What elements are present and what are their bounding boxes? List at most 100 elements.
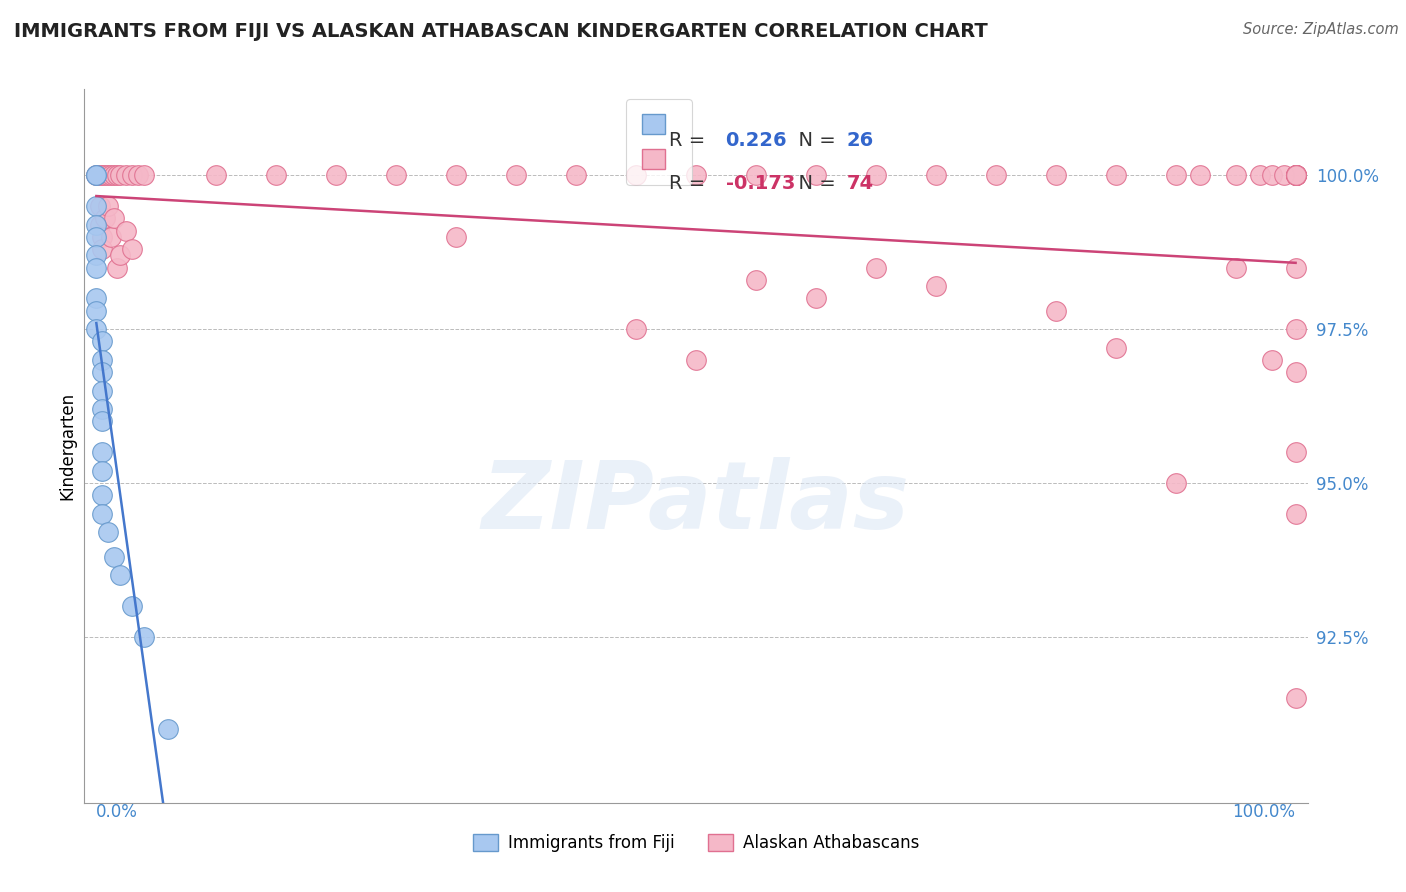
Point	[1249, 169, 1271, 183]
Point	[264, 169, 287, 183]
Point	[925, 169, 948, 183]
Point	[157, 722, 180, 736]
Point	[127, 169, 149, 183]
Text: R =: R =	[669, 174, 711, 194]
Point	[86, 199, 108, 213]
Point	[91, 414, 114, 428]
Point	[91, 464, 114, 478]
Text: N =: N =	[786, 131, 842, 150]
Point	[925, 279, 948, 293]
Point	[1225, 260, 1247, 275]
Text: 74: 74	[846, 174, 873, 194]
Point	[93, 211, 117, 226]
Point	[444, 230, 467, 244]
Point	[86, 248, 108, 262]
Point	[93, 169, 117, 183]
Point	[134, 630, 156, 644]
Point	[1260, 169, 1282, 183]
Point	[804, 291, 827, 305]
Point	[1260, 352, 1282, 367]
Point	[1164, 169, 1187, 183]
Point	[1284, 691, 1306, 706]
Point	[1284, 169, 1306, 183]
Point	[103, 169, 125, 183]
Text: 0.226: 0.226	[725, 131, 787, 150]
Text: 100.0%: 100.0%	[1233, 803, 1295, 821]
Text: 0.0%: 0.0%	[97, 803, 138, 821]
Point	[100, 169, 122, 183]
Point	[505, 169, 527, 183]
Point	[110, 248, 132, 262]
Point	[115, 169, 138, 183]
Point	[91, 242, 114, 256]
Point	[1284, 445, 1306, 459]
Point	[100, 230, 122, 244]
Point	[1284, 169, 1306, 183]
Text: R =: R =	[669, 131, 711, 150]
Point	[745, 169, 768, 183]
Point	[685, 352, 707, 367]
Point	[121, 599, 143, 613]
Point	[91, 169, 114, 183]
Point	[86, 260, 108, 275]
Point	[91, 488, 114, 502]
Point	[105, 260, 128, 275]
Point	[745, 273, 768, 287]
Point	[91, 445, 114, 459]
Point	[565, 169, 588, 183]
Point	[91, 402, 114, 417]
Point	[97, 169, 120, 183]
Point	[1284, 169, 1306, 183]
Point	[1105, 341, 1128, 355]
Point	[205, 169, 228, 183]
Point	[97, 199, 120, 213]
Point	[1225, 169, 1247, 183]
Text: -0.173: -0.173	[725, 174, 794, 194]
Point	[86, 291, 108, 305]
Point	[121, 169, 143, 183]
Point	[1284, 365, 1306, 379]
Point	[865, 169, 887, 183]
Text: 26: 26	[846, 131, 873, 150]
Point	[1284, 169, 1306, 183]
Point	[86, 169, 108, 183]
Point	[1284, 507, 1306, 521]
Point	[444, 169, 467, 183]
Point	[105, 169, 128, 183]
Point	[385, 169, 408, 183]
Point	[91, 352, 114, 367]
Point	[89, 199, 111, 213]
Point	[1272, 169, 1295, 183]
Point	[1284, 169, 1306, 183]
Text: N =: N =	[786, 174, 842, 194]
Point	[91, 507, 114, 521]
Text: IMMIGRANTS FROM FIJI VS ALASKAN ATHABASCAN KINDERGARTEN CORRELATION CHART: IMMIGRANTS FROM FIJI VS ALASKAN ATHABASC…	[14, 22, 988, 41]
Point	[624, 169, 647, 183]
Point	[1284, 169, 1306, 183]
Point	[121, 242, 143, 256]
Text: ZIPatlas: ZIPatlas	[482, 457, 910, 549]
Point	[1284, 260, 1306, 275]
Point	[115, 224, 138, 238]
Point	[91, 384, 114, 398]
Point	[1164, 475, 1187, 490]
Point	[1045, 169, 1067, 183]
Point	[685, 169, 707, 183]
Point	[89, 218, 111, 232]
Point	[984, 169, 1007, 183]
Point	[91, 365, 114, 379]
Point	[624, 322, 647, 336]
Y-axis label: Kindergarten: Kindergarten	[58, 392, 76, 500]
Point	[1284, 169, 1306, 183]
Point	[103, 549, 125, 564]
Point	[1284, 322, 1306, 336]
Point	[86, 169, 108, 183]
Point	[86, 230, 108, 244]
Point	[1284, 169, 1306, 183]
Point	[110, 169, 132, 183]
Point	[1105, 169, 1128, 183]
Point	[86, 303, 108, 318]
Point	[134, 169, 156, 183]
Point	[103, 211, 125, 226]
Point	[325, 169, 347, 183]
